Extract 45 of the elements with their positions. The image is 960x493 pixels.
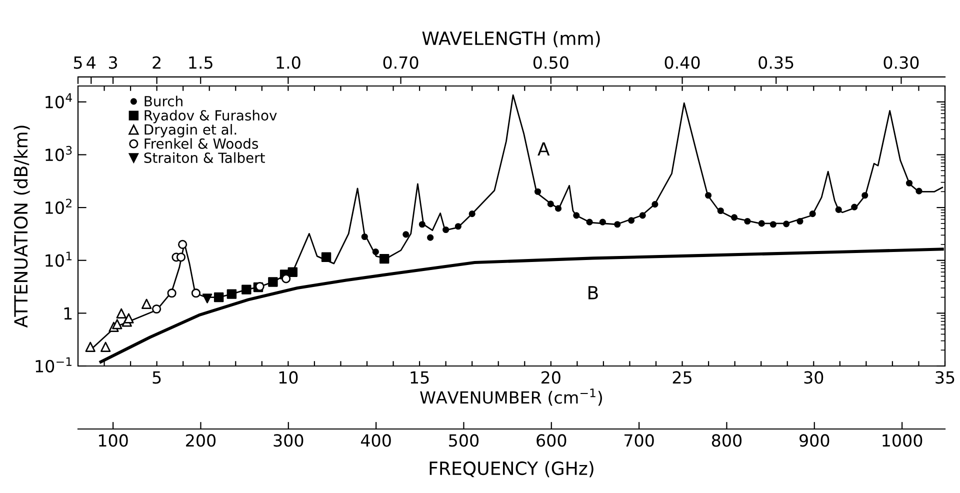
text: 4 (86, 56, 96, 69)
x2-tick-label: 1000 (882, 434, 922, 447)
y-axis-title: ATTENUATION (dB/km) (14, 126, 30, 328)
legend-label: Burch (144, 96, 182, 106)
y-tick-label: 10$^{1}$ (46, 252, 72, 267)
x2-tick-label: 800 (712, 434, 742, 447)
x-tick-label: 25 (672, 371, 692, 384)
y-tick-label: 10$^{−1}$ (36, 357, 72, 372)
text: 0.35 (758, 56, 794, 69)
x-tick-label: 15 (410, 371, 429, 384)
annotation: B (588, 286, 598, 300)
x2-tick-label: 200 (186, 434, 216, 447)
text: 3 (109, 56, 117, 69)
x2-tick-label: 100 (98, 434, 128, 447)
legend-label: Straiton & Talbert (144, 152, 265, 164)
x-tick-label: 20 (542, 371, 560, 384)
x-tick-label: 35 (936, 371, 954, 384)
text: 5 (74, 56, 82, 69)
text: 1.5 (189, 56, 212, 69)
text: 0.70 (383, 56, 418, 69)
legend-label: Ryadov & Furashov (144, 110, 277, 124)
x-tick-label: 5 (152, 371, 161, 384)
x-tick-label: 10 (279, 371, 298, 384)
y-tick-label: 10$^{2}$ (46, 198, 72, 214)
legend-label: Frenkel & Woods (144, 138, 258, 149)
x2-axis-title: FREQUENCY (GHz) (430, 461, 594, 478)
y-tick-label: 10$^{4}$ (46, 93, 72, 108)
x2-tick-label: 400 (360, 434, 391, 447)
text: 0.50 (533, 56, 568, 69)
x2-tick-label: 600 (536, 434, 566, 447)
x2-tick-label: 500 (449, 434, 479, 447)
text: 2 (152, 56, 160, 69)
y-tick-label: 1 (64, 307, 72, 320)
text: 0.40 (664, 56, 700, 69)
x-axis-title: WAVENUMBER (cm$^{−1}$) (420, 388, 602, 406)
x-tick-label: 30 (804, 371, 824, 384)
text: 0.30 (884, 56, 919, 69)
text: WAVELENGTH (mm) (422, 31, 600, 48)
annotation: A (538, 142, 550, 156)
y-tick-label: 10$^{3}$ (46, 146, 72, 162)
x2-tick-label: 300 (274, 434, 304, 447)
x2-tick-label: 700 (624, 434, 654, 447)
legend-label: Dryagin et al. (144, 124, 236, 138)
text: 1.0 (276, 56, 300, 69)
x2-tick-label: 900 (800, 434, 830, 447)
